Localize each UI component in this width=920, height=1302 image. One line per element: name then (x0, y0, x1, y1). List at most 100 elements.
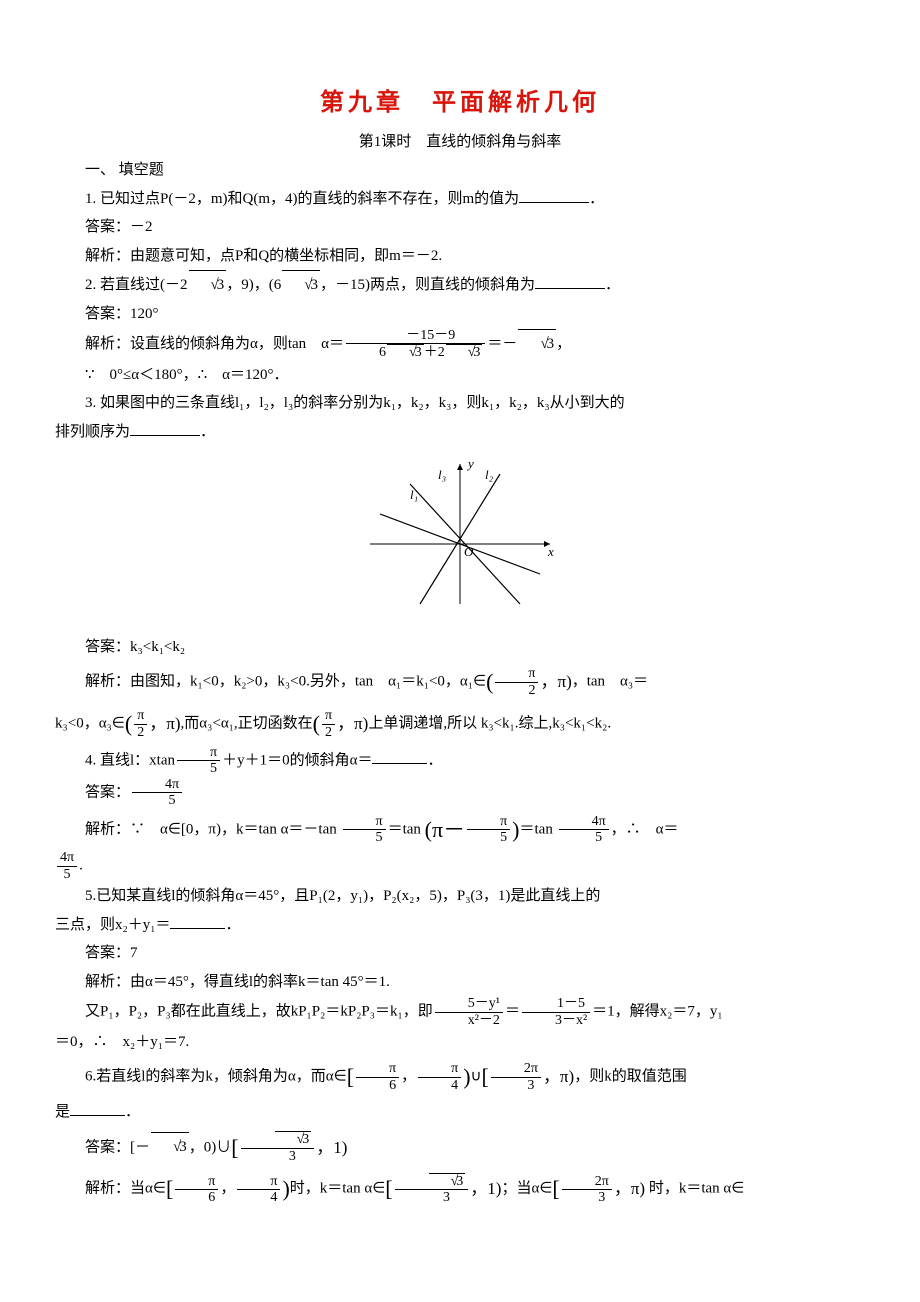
q4-f1: π5 (177, 745, 220, 777)
q4-lp: (π－ (425, 817, 465, 842)
q2-an-c: ， (556, 336, 571, 352)
q3-frac2: π2 (134, 708, 147, 740)
f2d: 2 (134, 725, 147, 740)
q6anf2d: 4 (237, 1190, 280, 1205)
q3-int-b3: ，π) (337, 714, 368, 733)
q2-analysis-l2: ∵ 0°≤α＜180°，∴ α＝120°． (55, 361, 865, 390)
q6-an-rb1: ) (282, 1176, 289, 1201)
q6anf4d: 3 (562, 1190, 612, 1205)
q4-f3: π5 (467, 814, 510, 846)
q4-b: ＋y＋1＝0的倾斜角α＝ (222, 752, 372, 768)
q5f1d: x²－2 (435, 1013, 503, 1028)
q4-period: ． (427, 752, 442, 768)
q2-frac-num: －15－9 (346, 328, 485, 344)
chapter-title: 第九章 平面解析几何 (55, 80, 865, 126)
q6-ans-lb: [ (231, 1135, 238, 1160)
q4f5d: 5 (57, 867, 77, 882)
q3-figure: y x O l₁ l₂ l₃ (55, 454, 865, 625)
q4-an-c: ＝tan (520, 821, 557, 837)
sqrt3-b: 3 (282, 270, 320, 300)
q6anf1n: π (175, 1174, 218, 1190)
lparen2: ( (125, 711, 132, 736)
q6-an-rb2: ，1) (470, 1179, 501, 1198)
q6-f1: π6 (356, 1061, 399, 1093)
q6-ans-f: 33 (241, 1131, 315, 1164)
q4-analysis-l1: 解析：∵ α∈[0，π)，k＝tan α＝－tan π5＝tan (π－π5)＝… (55, 809, 865, 851)
q3-frac3: π2 (322, 708, 335, 740)
q6-period: ． (125, 1104, 140, 1120)
q6f1d: 6 (356, 1078, 399, 1093)
q4an: 4π (132, 777, 182, 793)
q2-stem: 2. 若直线过(－23，9)，(63，－15)两点，则直线的倾斜角为． (55, 270, 865, 300)
f3d: 2 (322, 725, 335, 740)
q6-an-f4: 2π3 (562, 1174, 612, 1206)
q2-frac: －15－963＋23 (346, 328, 485, 361)
q4-ans-f: 4π5 (132, 777, 182, 809)
q6-rb1: ) (463, 1064, 470, 1089)
q5-analysis-l2: 又P₁，P₂，P₃都在此直线上，故kP₁P₂＝kP₂P₃＝k₁，即5－y¹x²－… (55, 996, 865, 1028)
q4f5n: 4π (57, 850, 77, 866)
q6-c: 是 (55, 1104, 70, 1120)
q6anf1d: 6 (175, 1190, 218, 1205)
q6f1n: π (356, 1061, 399, 1077)
q3-blank (130, 420, 200, 436)
q4f3n: π (467, 814, 510, 830)
q6-an-rb3: ，π) (614, 1179, 645, 1198)
q6-an-lb2: [ (385, 1176, 392, 1201)
q4f2n: π (343, 814, 386, 830)
q3-l2a: k₃<0，α₃∈ (55, 716, 125, 732)
q6-an-lb1: [ (166, 1176, 173, 1201)
sqrt3-f: 3 (151, 1132, 189, 1162)
q6anf3n: 3 (395, 1173, 469, 1190)
q6-an-b: 时，k＝tan α∈ (290, 1181, 386, 1197)
q6-an-f1: π6 (175, 1174, 218, 1206)
q6afn: 3 (241, 1131, 315, 1148)
sqrt3-e: 3 (518, 329, 556, 359)
q4-tail: . (79, 858, 83, 874)
q5-blank (170, 913, 225, 929)
q6-lb2: [ (482, 1064, 489, 1089)
q6-c1: ， (401, 1069, 416, 1085)
q5-eq: ＝ (505, 1003, 520, 1019)
q2-den-a: 6 (379, 345, 386, 360)
q6-ans-c: ，1) (316, 1137, 347, 1156)
q4f3d: 5 (467, 830, 510, 845)
q5-f1: 5－y¹x²－2 (435, 996, 503, 1028)
q5f2n: 1－5 (522, 996, 590, 1012)
q6-stem-l1: 6.若直线l的斜率为k，倾斜角为α，而α∈[π6，π4)∪[2π3，π)，则k的… (55, 1056, 865, 1098)
q6-b: ，则k的取值范围 (574, 1069, 687, 1085)
y-label: y (466, 456, 474, 471)
q5-f2: 1－53－x² (522, 996, 590, 1028)
q6afd: 3 (241, 1149, 315, 1164)
q6-answer: 答案：[－3，0)∪[33，1) (55, 1127, 865, 1169)
q2-c: ，－15)两点，则直线的倾斜角为 (320, 277, 535, 293)
lparen1: ( (486, 669, 493, 694)
section-title: 第1课时 直线的倾斜角与斜率 (55, 128, 865, 157)
q1-blank (519, 187, 589, 203)
q3-int-b: ，π) (540, 672, 571, 691)
q3-l2b: ,而α₃<α₁,正切函数在 (181, 716, 313, 732)
q4-f2: π5 (343, 814, 386, 846)
q6-an-lb3: [ (552, 1176, 559, 1201)
q1-period: ． (589, 191, 604, 207)
q5-b: 三点，则x₂＋y₁＝ (55, 917, 170, 933)
q3-an-a: 解析：由图知，k₁<0，k₂>0，k₃<0.另外，tan α₁＝k₁<0，α₁∈ (85, 674, 486, 690)
sqrt3-c: 3 (387, 344, 424, 360)
q4-analysis-l2: 4π5. (55, 850, 865, 882)
q4f1n: π (177, 745, 220, 761)
q1-text: 1. 已知过点P(－2，m)和Q(m，4)的直线的斜率不存在，则m的值为 (85, 191, 519, 207)
q6-ans-a: 答案：[－ (85, 1139, 150, 1155)
q3-answer: 答案：k₃<k₁<k₂ (55, 633, 865, 662)
q3-an-b: ，tan α₃＝ (572, 674, 648, 690)
q6-analysis: 解析：当α∈[π6，π4)时，k＝tan α∈[33，1)；当α∈[2π3，π)… (55, 1168, 865, 1210)
f3n: π (322, 708, 335, 724)
q4-an-d: ，∴ α＝ (611, 821, 679, 837)
q3-int-b2: ，π) (149, 714, 180, 733)
q4f1d: 5 (177, 761, 220, 776)
l3-label: l₃ (438, 467, 446, 482)
q4-blank (372, 748, 427, 764)
q4f4d: 5 (559, 830, 609, 845)
q4f2d: 5 (343, 830, 386, 845)
q3-stem-l2: 排列顺序为． (55, 418, 865, 447)
figure-svg: y x O l₁ l₂ l₃ (350, 454, 570, 614)
